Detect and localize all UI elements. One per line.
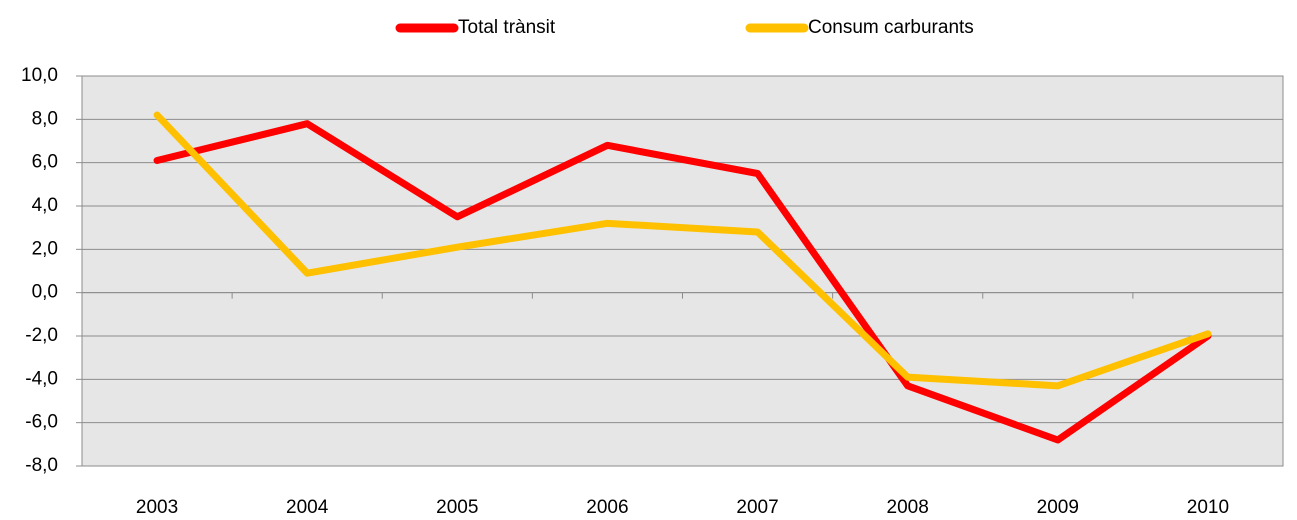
x-tick-label: 2004	[286, 497, 329, 518]
y-tick-label: 8,0	[32, 108, 58, 129]
series-line	[153, 111, 1212, 390]
y-tick-label: -2,0	[25, 325, 58, 346]
y-tick-label: 0,0	[32, 282, 58, 303]
y-tick-label: -4,0	[25, 368, 58, 389]
x-tick-label: 2006	[586, 497, 628, 518]
legend-label: Consum carburants	[808, 17, 974, 38]
x-tick-label: 2007	[736, 497, 778, 518]
y-tick-label: -6,0	[25, 412, 58, 433]
y-tick-label: 6,0	[32, 152, 58, 173]
x-tick-label: 2003	[136, 497, 178, 518]
y-tick-label: 10,0	[21, 65, 58, 86]
x-tick-label: 2005	[436, 497, 478, 518]
series-line	[153, 120, 1212, 444]
y-tick-label: 4,0	[32, 195, 58, 216]
x-tick-label: 2009	[1037, 497, 1079, 518]
x-tick-label: 2010	[1187, 497, 1229, 518]
legend-label: Total trànsit	[458, 17, 556, 38]
y-tick-label: 2,0	[32, 238, 58, 259]
plot-area	[81, 75, 1284, 467]
y-tick-label: -8,0	[25, 455, 58, 476]
x-tick-label: 2008	[887, 497, 929, 518]
